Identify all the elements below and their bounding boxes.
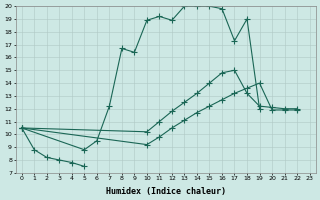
X-axis label: Humidex (Indice chaleur): Humidex (Indice chaleur) [106, 187, 226, 196]
